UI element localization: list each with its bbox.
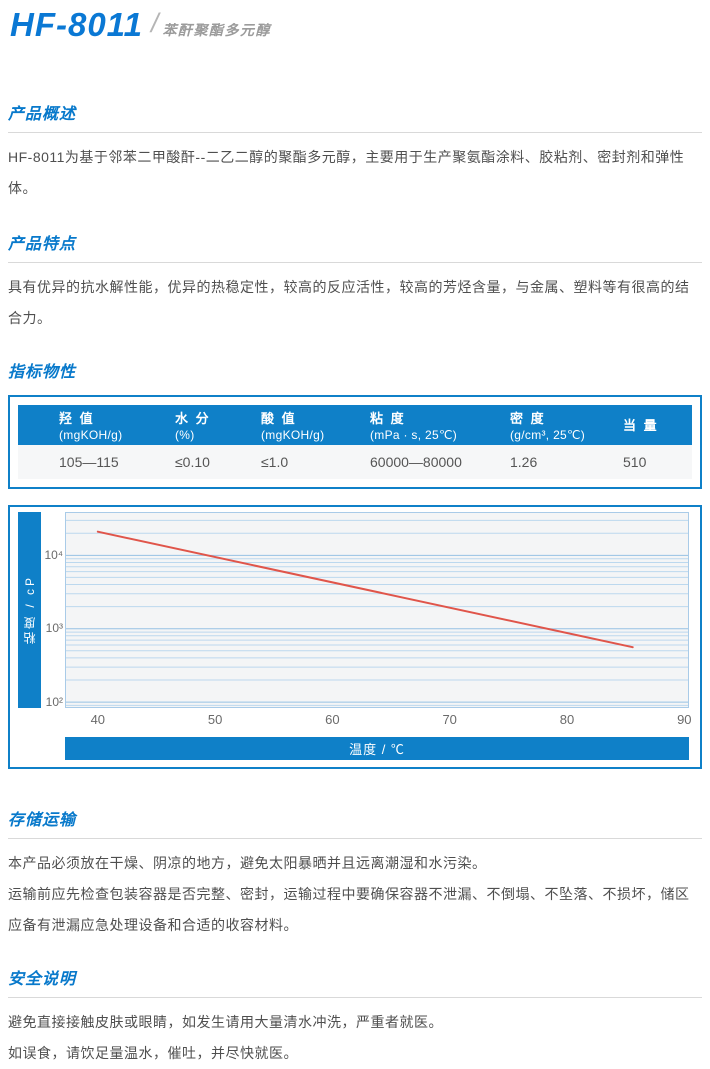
x-tick-label: 50 bbox=[207, 711, 223, 727]
properties-table-header-row: 羟 值 (mgKOH/g) 水 分 (%) 酸 值 (mgKOH/g) 粘 度 … bbox=[18, 404, 692, 445]
section-heading-safety: 安全说明 bbox=[8, 970, 77, 988]
col-header-moisture: 水 分 (%) bbox=[175, 405, 261, 445]
section-divider bbox=[8, 837, 702, 839]
col-name: 密 度 bbox=[510, 410, 546, 426]
cell-acid-value: ≤1.0 bbox=[261, 453, 289, 470]
section-properties: 指标物性 羟 值 (mgKOH/g) 水 分 (%) 酸 值 (mgKOH/g)… bbox=[8, 363, 702, 489]
col-unit: (mPa · s, 25℃) bbox=[370, 427, 458, 442]
cell-viscosity: 60000—80000 bbox=[370, 453, 462, 470]
section-heading-features: 产品特点 bbox=[8, 235, 77, 253]
cell-equivalent: 510 bbox=[623, 453, 647, 470]
section-divider bbox=[8, 996, 702, 998]
y-axis-label: 粘度 / cP bbox=[23, 575, 37, 645]
x-tick-label: 90 bbox=[677, 711, 692, 727]
viscosity-curve-line bbox=[96, 530, 634, 648]
col-name: 酸 值 bbox=[261, 410, 297, 426]
viscosity-curve-svg bbox=[65, 511, 689, 708]
x-tick-label: 70 bbox=[442, 711, 457, 727]
section-heading-overview: 产品概述 bbox=[8, 105, 77, 123]
col-unit: (mgKOH/g) bbox=[261, 427, 325, 442]
overview-paragraph: HF-8011为基于邻苯二甲酸酐--二乙二醇的聚酯多元醇，主要用于生产聚氨酯涂料… bbox=[8, 148, 685, 196]
x-axis-label: 温度 / ℃ bbox=[349, 741, 405, 757]
section-features: 产品特点 具有优异的抗水解性能，优异的热稳定性，较高的反应活性，较高的芳烃含量，… bbox=[8, 235, 702, 334]
safety-paragraph-2: 如误食，请饮足量温水，催吐，并尽快就医。 bbox=[8, 1044, 298, 1061]
x-axis-tick-labels: 40 50 60 70 80 90 bbox=[65, 711, 692, 730]
safety-paragraph-1: 避免直接接触皮肤或眼睛，如发生请用大量清水冲洗，严重者就医。 bbox=[8, 1013, 443, 1030]
y-tick-label: 10² bbox=[45, 694, 63, 709]
section-divider bbox=[8, 261, 702, 263]
section-divider bbox=[8, 131, 702, 133]
section-heading-storage: 存储运输 bbox=[8, 811, 77, 829]
y-tick-label: 10³ bbox=[45, 621, 63, 636]
section-heading-properties: 指标物性 bbox=[8, 363, 77, 381]
col-header-viscosity: 粘 度 (mPa · s, 25℃) bbox=[370, 405, 510, 445]
col-unit: (g/cm³, 25℃) bbox=[510, 427, 586, 442]
section-safety: 安全说明 避免直接接触皮肤或眼睛，如发生请用大量清水冲洗，严重者就医。 如误食，… bbox=[8, 970, 702, 1069]
storage-paragraph-1: 本产品必须放在干燥、阴凉的地方，避免太阳暴晒并且远离潮湿和水污染。 bbox=[8, 854, 487, 871]
x-tick-label: 80 bbox=[559, 711, 575, 727]
features-paragraph: 具有优异的抗水解性能，优异的热稳定性，较高的反应活性，较高的芳烃含量，与金属、塑… bbox=[8, 278, 690, 326]
section-storage: 存储运输 本产品必须放在干燥、阴凉的地方，避免太阳暴晒并且远离潮湿和水污染。 运… bbox=[8, 811, 702, 941]
cell-hydroxyl-value: 105—115 bbox=[59, 453, 119, 470]
col-header-density: 密 度 (g/cm³, 25℃) bbox=[510, 405, 623, 445]
x-axis-label-bar: 温度 / ℃ bbox=[65, 736, 689, 760]
product-type-subtitle: 苯酐聚酯多元醇 bbox=[162, 22, 271, 38]
x-tick-label: 40 bbox=[90, 711, 106, 727]
col-unit: (mgKOH/g) bbox=[59, 427, 123, 442]
col-name: 羟 值 bbox=[59, 410, 95, 426]
cell-density: 1.26 bbox=[510, 453, 538, 470]
col-name: 水 分 bbox=[175, 410, 211, 426]
y-axis-tick-labels: 10⁴ 10³ 10² bbox=[41, 512, 64, 709]
x-tick-label: 60 bbox=[325, 711, 340, 727]
col-name: 粘 度 bbox=[370, 410, 406, 426]
properties-table-value-row: 105—115 ≤0.10 ≤1.0 60000—80000 1.26 510 bbox=[18, 444, 692, 479]
plot-area bbox=[65, 511, 689, 708]
section-overview: 产品概述 HF-8011为基于邻苯二甲酸酐--二乙二醇的聚酯多元醇，主要用于生产… bbox=[8, 105, 702, 204]
viscosity-temperature-chart: 粘度 / cP 10⁴ 10³ 10² 40 50 60 70 80 90 温度 / ℃ bbox=[8, 504, 702, 769]
col-unit: (%) bbox=[175, 427, 195, 442]
y-tick-label: 10⁴ bbox=[44, 548, 63, 563]
storage-paragraph-2: 运输前应先检查包装容器是否完整、密封，运输过程中要确保容器不泄漏、不倒塌、不坠落… bbox=[8, 885, 690, 933]
properties-table: 羟 值 (mgKOH/g) 水 分 (%) 酸 值 (mgKOH/g) 粘 度 … bbox=[8, 394, 702, 489]
product-code-title: HF-8011 bbox=[10, 6, 143, 43]
page-header: HF-8011 / 苯酐聚酯多元醇 bbox=[8, 6, 702, 43]
col-header-acid-value: 酸 值 (mgKOH/g) bbox=[261, 405, 370, 445]
col-name: 当 量 bbox=[623, 418, 659, 434]
title-slash-divider: / bbox=[150, 8, 159, 38]
col-header-hydroxyl-value: 羟 值 (mgKOH/g) bbox=[59, 405, 175, 445]
col-header-equivalent: 当 量 bbox=[623, 405, 692, 445]
y-axis-label-bar: 粘度 / cP bbox=[18, 511, 41, 708]
cell-moisture: ≤0.10 bbox=[175, 453, 210, 470]
